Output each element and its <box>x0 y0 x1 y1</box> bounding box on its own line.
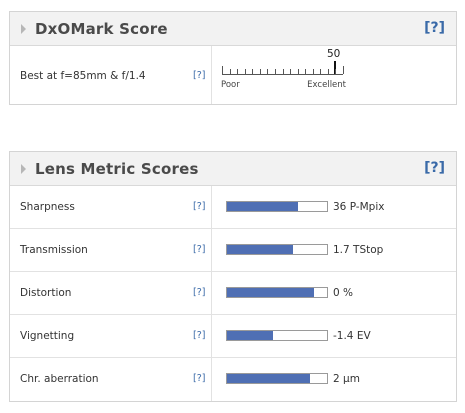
dxomark-score-row: Best at f=85mm & f/1.4 [?] 50 Poor Excel… <box>10 46 456 104</box>
score-value: 50 <box>327 48 341 60</box>
metric-help-link[interactable]: [?] <box>193 373 206 384</box>
scale-axis-line <box>222 74 343 75</box>
column-divider <box>211 358 212 401</box>
metric-label: Sharpness <box>20 201 75 213</box>
metric-rows: Sharpness [?] 36 P-Mpix Transmission [?] 1.7 … <box>10 186 456 401</box>
scale-tick <box>260 69 261 74</box>
metric-help-link[interactable]: [?] <box>193 287 206 298</box>
metric-label: Transmission <box>20 244 88 256</box>
column-divider <box>211 272 212 314</box>
lens-metric-scores-help-link[interactable]: [?] <box>424 160 445 176</box>
scale-tick <box>290 69 291 74</box>
metric-bar-fill <box>227 245 293 254</box>
metric-bar <box>226 201 328 212</box>
metric-bar <box>226 373 328 384</box>
metric-bar-fill <box>227 202 298 211</box>
metric-row-vignetting: Vignetting [?] -1.4 EV <box>10 315 456 358</box>
scale-tick <box>343 66 344 74</box>
metric-value: 1.7 TStop <box>333 244 384 256</box>
metric-bar <box>226 287 328 298</box>
metric-value: 2 µm <box>333 373 360 385</box>
scale-tick <box>275 69 276 74</box>
scale-high-label: Excellent <box>307 80 346 90</box>
metric-label: Vignetting <box>20 330 75 342</box>
metric-help-link[interactable]: [?] <box>193 244 206 255</box>
scale-tick <box>237 69 238 74</box>
metric-bar-fill <box>227 331 273 340</box>
metric-row-sharpness: Sharpness [?] 36 P-Mpix <box>10 186 456 229</box>
scale-tick <box>222 66 223 74</box>
metric-value: 36 P-Mpix <box>333 201 385 213</box>
column-divider <box>211 229 212 271</box>
lens-metric-scores-header[interactable]: Lens Metric Scores [?] <box>10 152 456 186</box>
metric-row-transmission: Transmission [?] 1.7 TStop <box>10 229 456 272</box>
score-marker <box>334 61 336 74</box>
scale-tick <box>252 69 253 74</box>
scale-tick <box>283 69 284 74</box>
metric-help-link[interactable]: [?] <box>193 330 206 341</box>
score-row-label: Best at f=85mm & f/1.4 <box>20 70 146 82</box>
metric-value: 0 % <box>333 287 353 299</box>
score-row-help-link[interactable]: [?] <box>193 70 206 81</box>
column-divider <box>211 46 212 104</box>
metric-row-chr-aberration: Chr. aberration [?] 2 µm <box>10 358 456 401</box>
scale-tick <box>305 69 306 74</box>
metric-row-distortion: Distortion [?] 0 % <box>10 272 456 315</box>
scale-tick <box>320 69 321 74</box>
metric-value: -1.4 EV <box>333 330 371 342</box>
scale-tick <box>267 69 268 74</box>
metric-label: Distortion <box>20 287 72 299</box>
scale-tick <box>245 69 246 74</box>
metric-label: Chr. aberration <box>20 373 99 385</box>
metric-bar <box>226 244 328 255</box>
dxomark-score-title: DxOMark Score <box>35 20 168 38</box>
scale-tick <box>230 69 231 74</box>
expand-arrow-icon[interactable] <box>21 24 26 34</box>
expand-arrow-icon[interactable] <box>21 164 26 174</box>
scale-tick <box>335 69 336 74</box>
score-scale: 50 Poor Excellent <box>221 46 346 104</box>
column-divider <box>211 315 212 357</box>
metric-bar-fill <box>227 288 314 297</box>
column-divider <box>211 186 212 228</box>
scale-tick <box>328 69 329 74</box>
dxomark-score-header[interactable]: DxOMark Score [?] <box>10 12 456 46</box>
lens-metric-scores-title: Lens Metric Scores <box>35 160 199 178</box>
lens-metric-scores-panel: Lens Metric Scores [?] Sharpness [?] 36 P-… <box>9 151 457 402</box>
scale-tick <box>298 69 299 74</box>
scale-tick <box>313 69 314 74</box>
metric-help-link[interactable]: [?] <box>193 201 206 212</box>
metric-bar <box>226 330 328 341</box>
metric-bar-fill <box>227 374 310 383</box>
dxomark-score-help-link[interactable]: [?] <box>424 20 445 36</box>
dxomark-score-panel: DxOMark Score [?] Best at f=85mm & f/1.4… <box>9 11 457 105</box>
scale-low-label: Poor <box>221 80 240 90</box>
